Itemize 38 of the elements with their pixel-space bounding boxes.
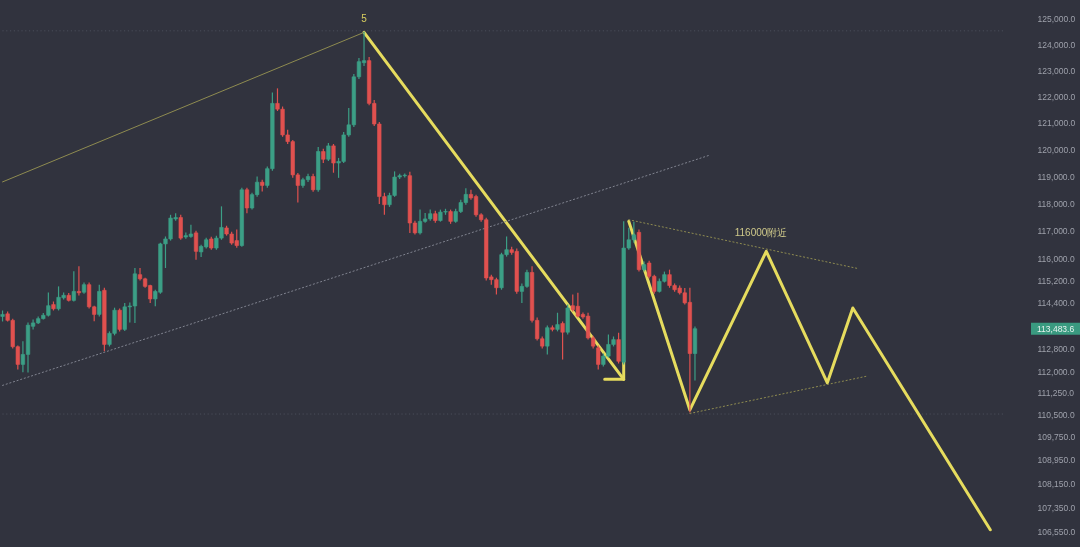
y-tick-label: 107,350.0 <box>1037 502 1076 513</box>
y-tick-label: 124,000.0 <box>1037 39 1076 50</box>
candlestick <box>178 214 183 241</box>
y-tick-label: 106,550.0 <box>1037 526 1076 537</box>
y-tick-label: 110,500.0 <box>1037 409 1075 420</box>
candlestick <box>331 143 336 174</box>
y-tick-label: 116,000.0 <box>1037 253 1075 264</box>
candlestick <box>193 230 199 261</box>
candlestick <box>616 332 621 365</box>
text: 113,483.6 <box>1037 323 1075 334</box>
y-tick-label: 123,000.0 <box>1037 65 1076 76</box>
candlestick <box>596 344 601 371</box>
candlestick <box>555 312 560 332</box>
y-tick-label: 125,000.0 <box>1037 13 1076 24</box>
candlestick <box>545 324 550 356</box>
candlestick <box>71 270 76 303</box>
y-tick-label: 111,250.0 <box>1037 388 1075 399</box>
line-series <box>627 219 992 532</box>
candlestick <box>117 307 122 332</box>
y-tick-label: 121,000.0 <box>1037 118 1076 129</box>
annotation: 116000附近 <box>734 227 788 238</box>
y-tick-label: 108,150.0 <box>1037 478 1076 489</box>
y-tick-label: 118,000.0 <box>1037 198 1075 209</box>
y-tick-label: 114,400.0 <box>1037 298 1075 309</box>
candlestick <box>97 284 102 317</box>
y-tick-label: 122,000.0 <box>1037 91 1076 102</box>
annotation: 5 <box>361 12 368 24</box>
candlestick <box>244 187 250 214</box>
y-tick-label: 109,750.0 <box>1037 431 1076 442</box>
y-tick-label: 120,000.0 <box>1037 144 1076 155</box>
y-tick-label: 115,200.0 <box>1037 276 1075 286</box>
candlestick <box>76 265 81 297</box>
y-tick-label: 112,800.0 <box>1037 343 1075 354</box>
y-tick-label: 108,950.0 <box>1037 455 1076 466</box>
y-tick-label: 119,000.0 <box>1037 171 1075 182</box>
y-tick-label: 117,000.0 <box>1037 226 1075 237</box>
candlestick <box>560 320 565 361</box>
y-tick-label: 112,000.0 <box>1037 366 1075 377</box>
